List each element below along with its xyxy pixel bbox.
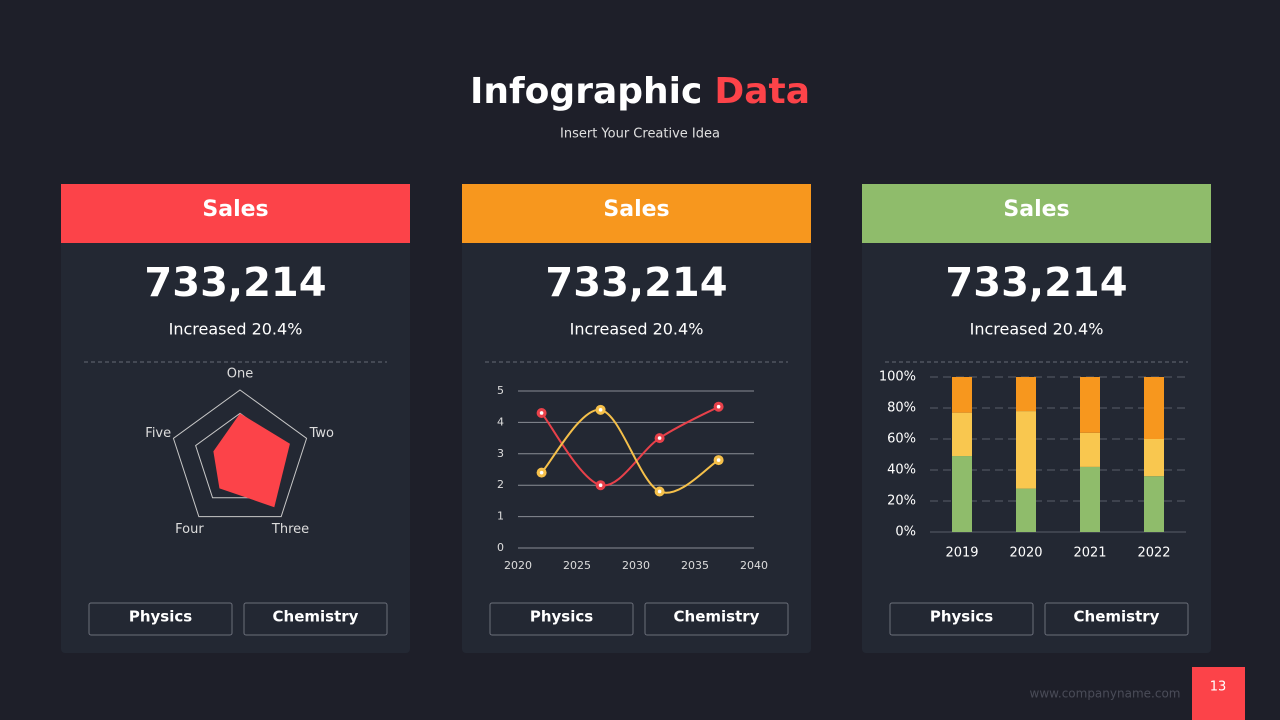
card-change: Increased 20.4% bbox=[570, 320, 704, 339]
button[interactable] bbox=[1044, 602, 1189, 636]
card-heading: Sales bbox=[1003, 197, 1069, 222]
title: Infographic Data bbox=[470, 71, 810, 112]
page-badge bbox=[1192, 667, 1245, 720]
button[interactable] bbox=[889, 602, 1034, 636]
y-tick-label: 5 bbox=[497, 384, 504, 397]
card-header bbox=[862, 184, 1211, 243]
y-tick-label: 0% bbox=[895, 525, 916, 540]
card bbox=[862, 184, 1211, 653]
card bbox=[462, 184, 811, 653]
card-change: Increased 20.4% bbox=[970, 320, 1104, 339]
line-point-dot bbox=[716, 458, 721, 462]
y-tick-label: 4 bbox=[497, 415, 504, 428]
title-main: Infographic bbox=[470, 71, 702, 112]
y-tick-label: 60% bbox=[887, 432, 916, 447]
radar-ring bbox=[172, 389, 308, 518]
radar-label: Four bbox=[175, 522, 204, 537]
radar-area bbox=[213, 413, 290, 508]
radar-label: Three bbox=[271, 522, 309, 537]
subtitle: Insert Your Creative Idea bbox=[560, 127, 720, 142]
button-label: Chemistry bbox=[273, 608, 359, 626]
page-number: 13 bbox=[1210, 680, 1227, 695]
card-value: 733,214 bbox=[144, 260, 326, 306]
bar-segment bbox=[1080, 377, 1100, 433]
x-tick-label: 2019 bbox=[945, 546, 978, 561]
bar-segment bbox=[1144, 476, 1164, 532]
radar-label: Two bbox=[309, 426, 334, 441]
footer-url: www.companyname.com bbox=[1030, 687, 1181, 701]
y-tick-label: 40% bbox=[887, 463, 916, 478]
line-series bbox=[540, 405, 720, 487]
line-point-dot bbox=[598, 483, 603, 488]
line-point-dot bbox=[598, 408, 603, 412]
card-change: Increased 20.4% bbox=[169, 320, 303, 339]
button[interactable] bbox=[243, 602, 388, 636]
bar-segment bbox=[1080, 466, 1100, 532]
card-heading: Sales bbox=[603, 197, 669, 222]
line-point-dot bbox=[539, 411, 544, 415]
button-label: Physics bbox=[530, 608, 593, 626]
line-point-dot bbox=[539, 470, 544, 475]
bar-segment bbox=[1144, 439, 1164, 477]
card bbox=[61, 184, 410, 653]
button-label: Chemistry bbox=[1074, 608, 1160, 626]
x-tick-label: 2020 bbox=[504, 559, 532, 572]
x-tick-label: 2030 bbox=[622, 559, 650, 572]
radar-label: Five bbox=[145, 426, 171, 441]
bar-segment bbox=[1080, 432, 1100, 467]
bar-segment bbox=[1144, 377, 1164, 439]
bar-segment bbox=[952, 412, 972, 457]
x-tick-label: 2040 bbox=[740, 559, 768, 572]
y-tick-label: 0 bbox=[497, 541, 504, 554]
y-tick-label: 80% bbox=[887, 401, 916, 416]
card-heading: Sales bbox=[202, 197, 268, 222]
button-label: Physics bbox=[129, 608, 192, 626]
bar-segment bbox=[1016, 377, 1036, 412]
y-tick-label: 100% bbox=[879, 370, 916, 385]
bar-segment bbox=[952, 456, 972, 532]
radar-label: One bbox=[227, 367, 253, 382]
line-point-dot bbox=[657, 489, 662, 494]
y-tick-label: 20% bbox=[887, 494, 916, 509]
bar-segment bbox=[1016, 488, 1036, 532]
card-value: 733,214 bbox=[545, 260, 727, 306]
x-tick-label: 2021 bbox=[1073, 546, 1106, 561]
button[interactable] bbox=[489, 602, 634, 636]
y-tick-label: 1 bbox=[497, 510, 504, 523]
button-label: Chemistry bbox=[674, 608, 760, 626]
x-tick-label: 2025 bbox=[563, 559, 591, 572]
bar-segment bbox=[1016, 411, 1036, 489]
card-header bbox=[61, 184, 410, 243]
bar-segment bbox=[952, 377, 972, 413]
button[interactable] bbox=[88, 602, 233, 636]
button[interactable] bbox=[644, 602, 789, 636]
card-value: 733,214 bbox=[945, 260, 1127, 306]
x-tick-label: 2022 bbox=[1137, 546, 1170, 561]
button-label: Physics bbox=[930, 608, 993, 626]
y-tick-label: 2 bbox=[497, 478, 504, 491]
line-point-dot bbox=[657, 436, 662, 440]
line-series bbox=[540, 408, 720, 494]
x-tick-label: 2035 bbox=[681, 559, 709, 572]
x-tick-label: 2020 bbox=[1009, 546, 1042, 561]
line-point-dot bbox=[716, 404, 721, 409]
title-accent: Data bbox=[714, 71, 810, 112]
card-header bbox=[462, 184, 811, 243]
y-tick-label: 3 bbox=[497, 447, 504, 460]
